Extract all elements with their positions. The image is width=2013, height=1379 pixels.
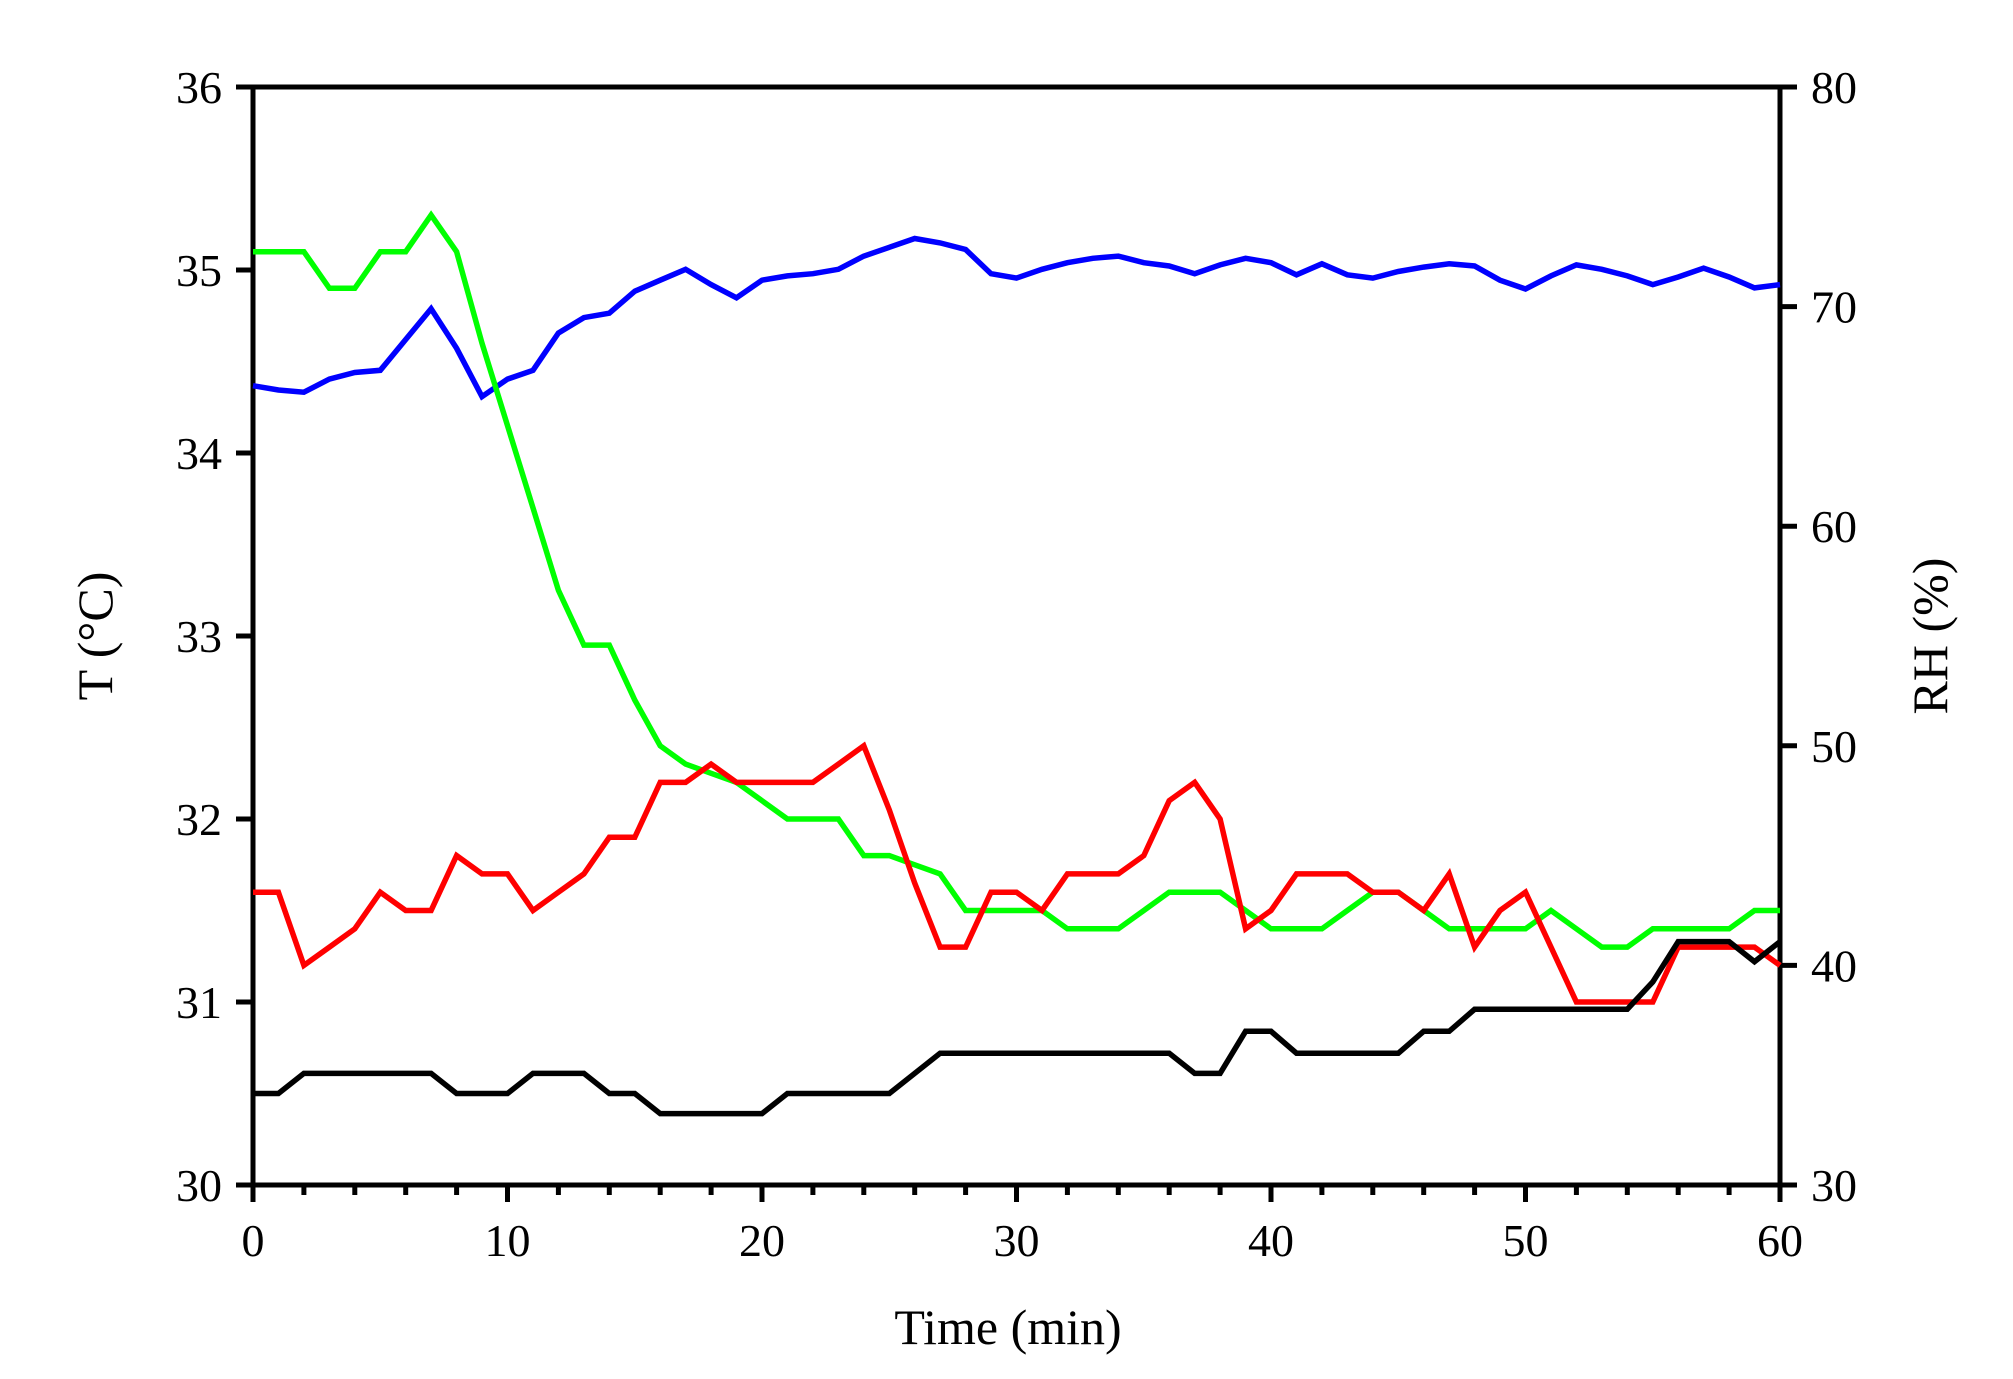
x-tick-label: 30 [994, 1215, 1040, 1266]
right-tick-label: 40 [1811, 940, 1857, 991]
left-tick-label: 32 [176, 794, 222, 845]
x-axis-title: Time (min) [894, 1299, 1121, 1355]
x-tick-label: 0 [242, 1215, 265, 1266]
series-line-t-red [253, 741, 1782, 1005]
x-tick-label: 40 [1248, 1215, 1294, 1266]
series-line-t-green [253, 210, 1780, 950]
plot-frame [250, 84, 1783, 1188]
x-tick-label: 60 [1757, 1215, 1803, 1266]
right-tick-label: 70 [1811, 282, 1857, 333]
x-tick-label: 10 [485, 1215, 531, 1266]
right-tick-label: 80 [1811, 62, 1857, 113]
series-line-rh-blue [252, 235, 1781, 401]
right-axis-title: RH (%) [1902, 558, 1958, 715]
right-tick-label: 60 [1811, 501, 1857, 552]
left-tick-label: 34 [176, 428, 222, 479]
left-tick-label: 36 [176, 62, 222, 113]
x-tick-label: 50 [1503, 1215, 1549, 1266]
left-tick-label: 30 [176, 1160, 222, 1211]
left-axis-title: T (°C) [67, 572, 123, 701]
right-tick-label: 30 [1811, 1160, 1857, 1211]
left-tick-label: 31 [176, 977, 222, 1028]
x-tick-label: 20 [739, 1215, 785, 1266]
left-tick-label: 33 [176, 611, 222, 662]
series-line-t-black [253, 938, 1782, 1117]
right-tick-label: 50 [1811, 721, 1857, 772]
left-tick-label: 35 [176, 245, 222, 296]
